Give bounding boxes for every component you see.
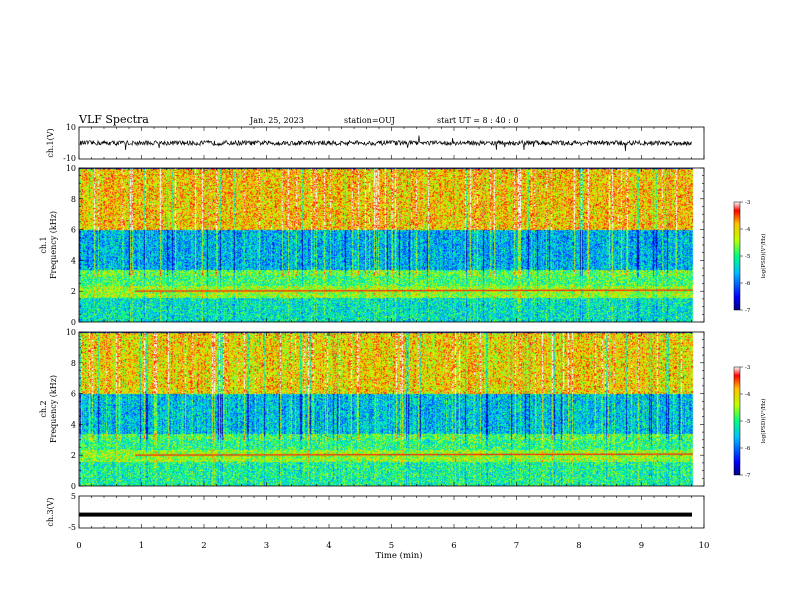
waveform-ch3-panel: 5 -5 ch.3(V) (46, 492, 705, 532)
colorbar-ch1 (733, 201, 741, 311)
x-tick-label: 9 (639, 541, 644, 551)
colorbar-tick-label: -4 (745, 227, 751, 233)
spectrogram-ch1-image (79, 168, 704, 322)
x-tick-label: 0 (76, 541, 81, 551)
x-tick-label: 8 (576, 541, 581, 551)
date-label: Jan. 25, 2023 (249, 116, 304, 125)
waveform-ch1-xticks (78, 127, 705, 159)
waveform-ch1-panel: 10 -10 ch.1(V) (46, 123, 705, 163)
y-tick-label: 6 (71, 390, 76, 399)
y-tick-label: 10 (66, 164, 76, 173)
y-tick-label: 4 (71, 420, 76, 429)
waveform-ch3-ylabel: ch.3(V) (46, 497, 55, 526)
colorbar-tick-label: -7 (745, 473, 751, 479)
y-tick-label: 8 (71, 195, 76, 204)
colorbar-ch1-ticks: -3 -4 -5 -6 -7 (740, 200, 751, 314)
waveform-ch3-line (79, 512, 692, 517)
spectrogram-ch1-xticks (78, 168, 705, 322)
colorbar-ch2 (733, 366, 741, 476)
colorbar-tick-label: -6 (745, 281, 751, 287)
x-tick-labels: 0 1 2 3 4 5 6 7 8 9 10 (76, 541, 709, 551)
colorbar-ch1-label: log(PSD)(V²/Hz) (760, 234, 767, 279)
colorbar-ch2-label: log(PSD)(V²/Hz) (760, 399, 767, 444)
colorbar-tick-label: -4 (745, 392, 751, 398)
start-time-label: start UT = 8 : 40 : 0 (437, 116, 518, 125)
x-tick-label: 5 (389, 541, 394, 551)
x-tick-label: 4 (326, 541, 331, 551)
x-tick-label: 6 (451, 541, 456, 551)
y-tick-label: 6 (71, 226, 76, 235)
y-tick-label: 2 (71, 287, 76, 296)
y-tick-label: 0 (71, 482, 76, 491)
x-tick-label: 1 (139, 541, 144, 551)
x-tick-label: 7 (514, 541, 519, 551)
waveform-ch1-ytick-top: 10 (66, 123, 76, 132)
spectrogram-ch2-yticks: 0 2 4 6 8 10 (66, 328, 704, 491)
x-tick-label: 3 (264, 541, 269, 551)
spectrogram-ch2-ylabel-top: ch.2 (39, 400, 48, 417)
y-tick-label: 2 (71, 451, 76, 460)
waveform-ch1-ytick-bottom: -10 (63, 154, 76, 163)
waveform-ch1-line (79, 135, 692, 152)
spectrogram-ch1-ylabel-top: ch.1 (39, 236, 48, 253)
y-tick-label: 10 (66, 328, 76, 337)
colorbar-tick-label: -6 (745, 446, 751, 452)
y-tick-label: 4 (71, 256, 76, 265)
spectrogram-ch2-image (79, 332, 704, 486)
waveform-ch3-xticks (78, 496, 705, 528)
spectrogram-ch1-ylabel: Frequency (kHz) (49, 211, 58, 279)
waveform-ch3-ytick-bottom: -5 (68, 523, 76, 532)
spectrogram-ch1-yticks: 0 2 4 6 8 10 (66, 164, 704, 327)
colorbar-tick-label: -3 (745, 365, 751, 371)
colorbar-tick-label: -7 (745, 308, 751, 314)
colorbar-tick-label: -5 (745, 419, 751, 425)
waveform-ch1-ylabel: ch.1(V) (46, 128, 55, 157)
figure-title: VLF Spectra (78, 113, 149, 126)
station-label: station=OUJ (344, 116, 395, 125)
colorbar-ch2-ticks: -3 -4 -5 -6 -7 (740, 365, 751, 479)
spectrogram-ch2-ylabel: Frequency (kHz) (49, 375, 58, 443)
y-tick-label: 0 (71, 318, 76, 327)
x-tick-label: 10 (699, 541, 710, 551)
colorbar-tick-label: -5 (745, 254, 751, 260)
x-tick-label: 2 (201, 541, 206, 551)
y-tick-label: 8 (71, 359, 76, 368)
waveform-ch3-ytick-top: 5 (71, 492, 76, 501)
x-axis-label: Time (min) (375, 550, 422, 561)
colorbar-tick-label: -3 (745, 200, 751, 206)
spectrogram-ch2-xticks (78, 332, 705, 486)
waveform-ch3-frame (78, 495, 705, 529)
